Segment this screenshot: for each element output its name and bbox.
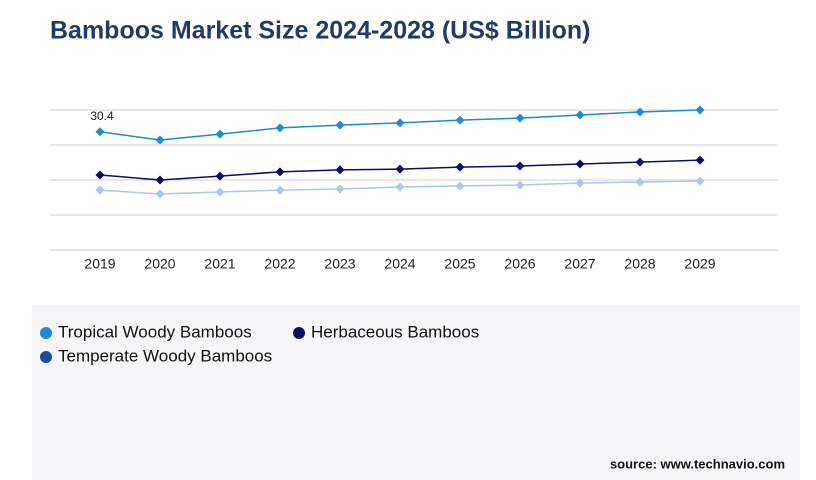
point	[575, 110, 585, 120]
x-tick-label: 2027	[564, 256, 595, 272]
x-tick-label: 2023	[324, 256, 355, 272]
point	[275, 167, 285, 177]
point	[95, 127, 105, 137]
legend-marker	[293, 327, 305, 339]
point	[575, 159, 585, 169]
point	[455, 115, 465, 125]
point	[575, 178, 585, 188]
point	[95, 185, 105, 195]
point	[695, 105, 705, 115]
point	[395, 164, 405, 174]
point	[395, 182, 405, 192]
legend-label: Tropical Woody Bamboos	[58, 322, 252, 341]
x-tick-label: 2020	[144, 256, 175, 272]
point	[335, 120, 345, 130]
point	[275, 123, 285, 133]
point	[635, 177, 645, 187]
point	[215, 129, 225, 139]
point	[515, 180, 525, 190]
source: source: www.technavio.com	[610, 456, 785, 471]
point	[515, 113, 525, 123]
point	[335, 184, 345, 194]
x-tick-label: 2024	[384, 256, 415, 272]
legend-marker	[40, 351, 52, 363]
point	[515, 161, 525, 171]
point	[635, 107, 645, 117]
point	[695, 176, 705, 186]
point	[695, 155, 705, 165]
point	[455, 181, 465, 191]
legend-marker	[40, 327, 52, 339]
point	[215, 187, 225, 197]
point	[155, 175, 165, 185]
point	[335, 165, 345, 175]
point	[95, 170, 105, 180]
chart-title: Bamboos Market Size 2024-2028 (US$ Billi…	[50, 17, 590, 45]
point	[275, 185, 285, 195]
x-tick-label: 2026	[504, 256, 535, 272]
x-tick-label: 2021	[204, 256, 235, 272]
point	[155, 189, 165, 199]
x-tick-label: 2028	[624, 256, 655, 272]
point	[155, 135, 165, 145]
x-tick-label: 2025	[444, 256, 475, 272]
legend-label: Herbaceous Bamboos	[311, 322, 479, 341]
x-tick-label: 2019	[84, 256, 115, 272]
x-tick-label: 2022	[264, 256, 295, 272]
legend-label: Temperate Woody Bamboos	[58, 346, 272, 365]
point	[395, 118, 405, 128]
point	[215, 171, 225, 181]
x-tick-label: 2029	[684, 256, 715, 272]
legend-panel	[32, 305, 800, 480]
point	[455, 162, 465, 172]
point	[635, 157, 645, 167]
data-label: 30.4	[90, 109, 114, 123]
